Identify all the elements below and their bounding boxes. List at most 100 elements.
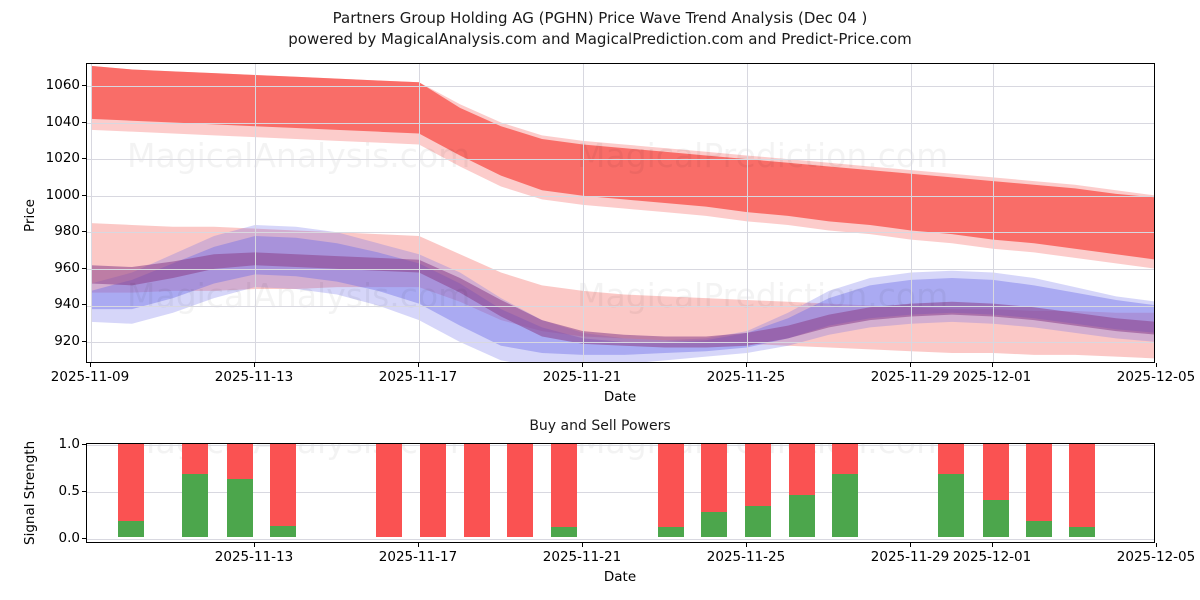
price-chart-plot-area: MagicalAnalysis.com MagicalPrediction.co… — [87, 64, 1154, 362]
price-x-tickmark-2025-11-17 — [418, 363, 419, 367]
price-x-tick-2025-11-21: 2025-11-21 — [542, 369, 622, 385]
band-trend-core — [91, 252, 1154, 348]
buy-power-segment — [182, 473, 209, 538]
signal-x-tick-2025-11-13: 2025-11-13 — [214, 549, 294, 565]
gridline-x-2025-11-29 — [911, 64, 912, 362]
buy-power-segment — [832, 473, 859, 538]
buy-power-segment — [551, 526, 578, 538]
gridline-y-960 — [87, 269, 1154, 270]
gridline-x-2025-11-17 — [419, 64, 420, 362]
price-x-tick-2025-11-09: 2025-11-09 — [50, 369, 130, 385]
signal-bar[interactable] — [226, 444, 253, 538]
sell-power-segment — [463, 444, 490, 538]
price-x-tick-2025-11-17: 2025-11-17 — [378, 369, 458, 385]
price-y-tickmark-1020 — [82, 158, 86, 160]
price-y-tick-1040: 1040 — [45, 113, 80, 130]
gridline-y-1000 — [87, 195, 1154, 197]
price-band-layers — [91, 65, 1154, 362]
gridline-signal-1 — [87, 444, 1154, 446]
signal-bar[interactable] — [463, 444, 490, 538]
signal-x-tick-2025-11-25: 2025-11-25 — [706, 549, 786, 565]
price-y-tickmark-920 — [82, 341, 86, 343]
buy-power-segment — [788, 494, 815, 538]
sell-power-segment — [1069, 444, 1096, 527]
signal-x-tick-2025-11-29: 2025-11-29 — [870, 549, 950, 565]
signal-bar[interactable] — [420, 444, 447, 538]
price-x-tickmark-2025-11-09 — [90, 363, 91, 367]
signal-x-tick-2025-11-21: 2025-11-21 — [542, 549, 622, 565]
signal-y-tick-0.0: 0.0 — [58, 530, 80, 547]
sell-power-segment — [376, 444, 403, 538]
price-x-tickmark-2025-12-01 — [992, 363, 993, 367]
price-y-tickmark-940 — [82, 304, 86, 306]
signal-bar[interactable] — [701, 444, 728, 538]
sell-power-segment — [701, 444, 728, 512]
signal-x-tickmark-2025-11-25 — [746, 543, 747, 547]
sell-power-segment — [832, 444, 859, 474]
price-x-tickmark-2025-11-13 — [254, 363, 255, 367]
sell-power-segment — [507, 444, 534, 538]
sell-power-segment — [938, 444, 965, 474]
signal-bar[interactable] — [982, 444, 1009, 538]
signal-y-axis-label: Signal Strength — [22, 440, 38, 545]
signal-x-tickmark-2025-11-21 — [582, 543, 583, 547]
sell-power-segment — [982, 444, 1009, 501]
signal-bar[interactable] — [182, 444, 209, 538]
price-y-tick-980: 980 — [54, 223, 80, 240]
signal-x-tickmark-2025-11-13 — [254, 543, 255, 547]
signal-bar[interactable] — [745, 444, 772, 538]
price-x-tickmark-2025-11-21 — [582, 363, 583, 367]
price-x-tick-2025-11-25: 2025-11-25 — [706, 369, 786, 385]
price-y-tick-960: 960 — [54, 259, 80, 276]
signal-bars — [87, 444, 1154, 542]
signal-bar[interactable] — [938, 444, 965, 538]
buy-power-segment — [701, 511, 728, 538]
price-x-tick-2025-11-29: 2025-11-29 — [870, 369, 950, 385]
signal-x-tick-2025-12-05: 2025-12-05 — [1116, 549, 1196, 565]
signal-x-tick-2025-12-01: 2025-12-01 — [952, 549, 1032, 565]
gridline-y-980 — [87, 232, 1154, 234]
signal-x-tickmark-2025-12-05 — [1156, 543, 1157, 547]
signal-y-tickmark-1.0 — [82, 443, 86, 445]
gridline-y-940 — [87, 305, 1154, 307]
buy-power-segment — [226, 479, 253, 538]
signal-y-tick-0.5: 0.5 — [58, 482, 80, 499]
signal-y-tickmark-0.0 — [82, 538, 86, 540]
price-x-tickmark-2025-11-29 — [910, 363, 911, 367]
price-y-tick-1020: 1020 — [45, 150, 80, 167]
gridline-x-2025-12-01 — [993, 64, 994, 362]
band-upper-resistance-inner — [91, 65, 1154, 260]
sell-power-segment — [745, 444, 772, 506]
signal-x-tickmark-2025-12-01 — [992, 543, 993, 547]
sell-power-segment — [657, 444, 684, 527]
price-x-tick-2025-11-13: 2025-11-13 — [214, 369, 294, 385]
sell-power-segment — [420, 444, 447, 538]
price-y-tickmark-1000 — [82, 194, 86, 196]
signal-bar[interactable] — [507, 444, 534, 538]
buy-power-segment — [1069, 526, 1096, 538]
price-y-tick-940: 940 — [54, 296, 80, 313]
gridline-signal-0.5 — [87, 491, 1154, 493]
signal-bar[interactable] — [269, 444, 296, 538]
sell-power-segment — [182, 444, 209, 474]
signal-bar[interactable] — [551, 444, 578, 538]
price-x-tick-2025-12-05: 2025-12-05 — [1116, 369, 1196, 385]
sell-power-segment — [788, 444, 815, 495]
price-y-tickmark-980 — [82, 231, 86, 233]
price-y-tickmark-960 — [82, 267, 86, 269]
signal-bar[interactable] — [1069, 444, 1096, 538]
signal-bar[interactable] — [376, 444, 403, 538]
gridline-x-2025-11-25 — [747, 64, 748, 362]
signal-bar[interactable] — [117, 444, 144, 538]
signal-bar[interactable] — [657, 444, 684, 538]
price-x-tick-2025-12-01: 2025-12-01 — [952, 369, 1032, 385]
signal-bar[interactable] — [788, 444, 815, 538]
price-y-tick-1060: 1060 — [45, 76, 80, 93]
signal-bar[interactable] — [1025, 444, 1052, 538]
buy-power-segment — [269, 525, 296, 538]
signal-y-tick-1.0: 1.0 — [58, 435, 80, 452]
signal-bar[interactable] — [832, 444, 859, 538]
buy-power-segment — [982, 500, 1009, 538]
sell-power-segment — [117, 444, 144, 522]
sell-power-segment — [226, 444, 253, 480]
